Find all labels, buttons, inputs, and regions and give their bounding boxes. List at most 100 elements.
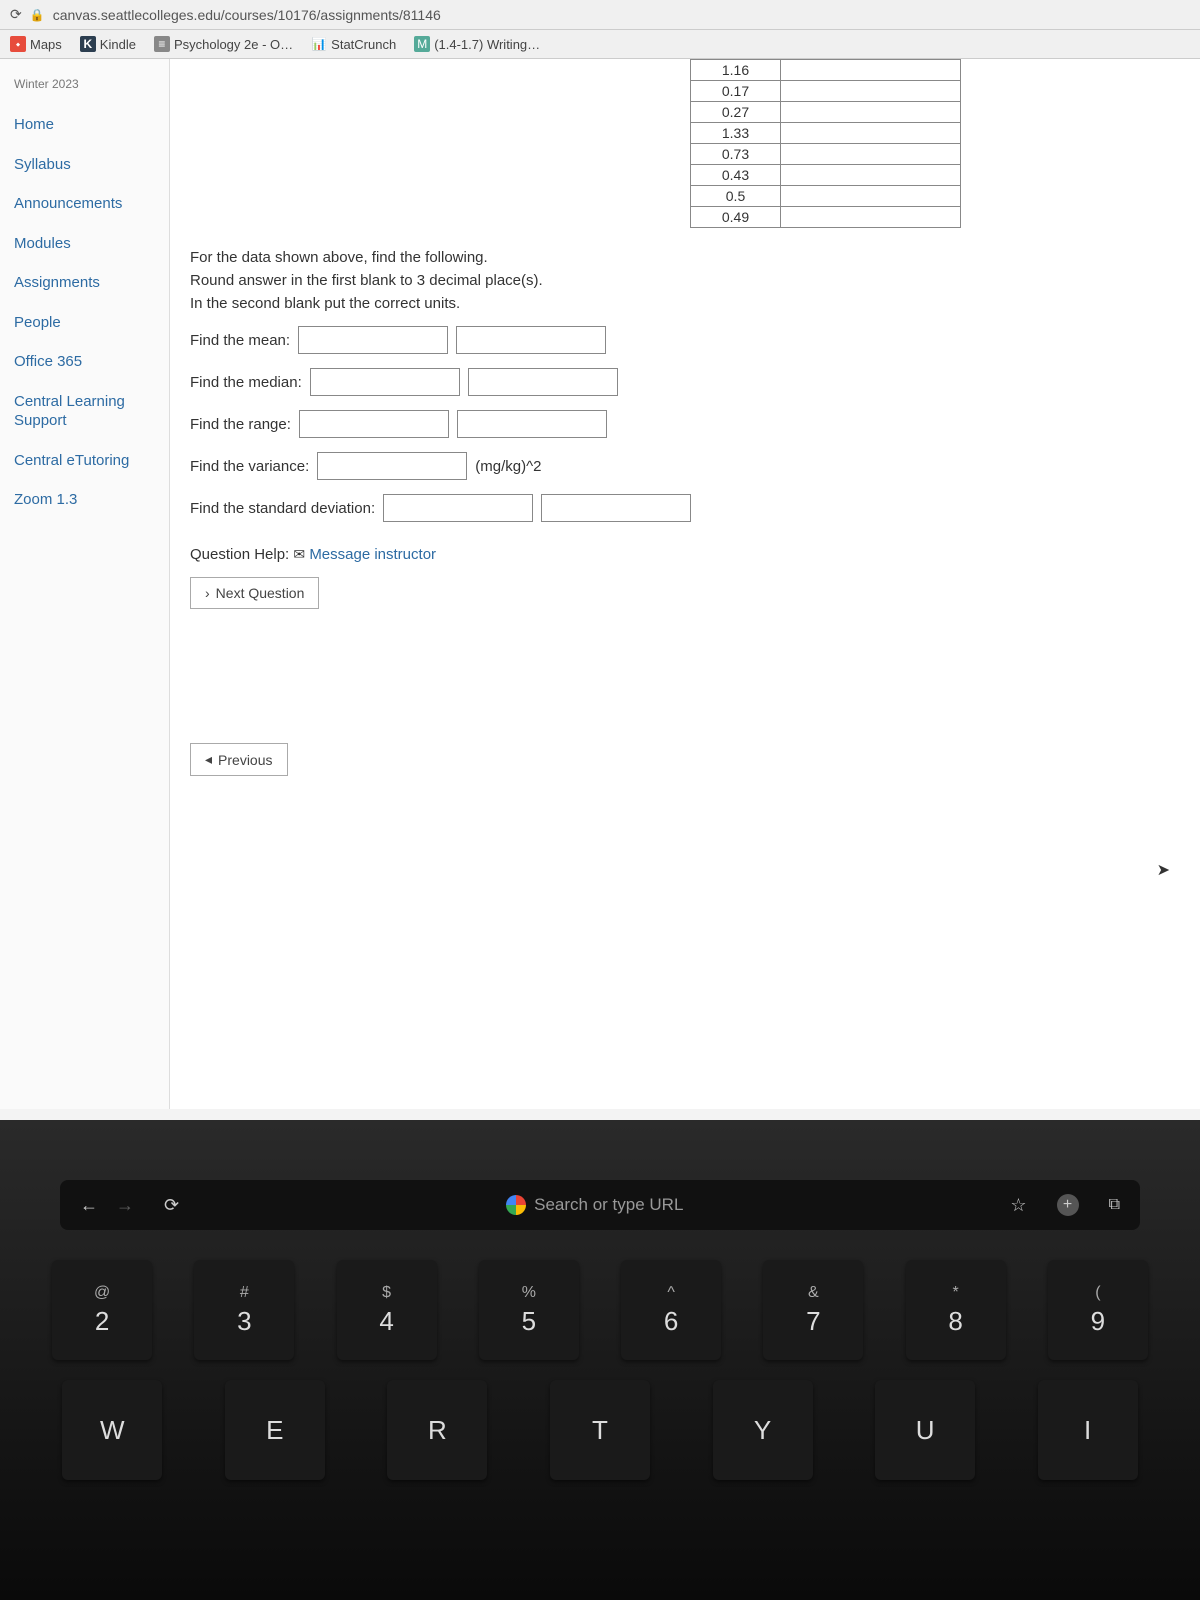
- variance-unit-text: (mg/kg)^2: [475, 458, 541, 475]
- key-8[interactable]: *8: [906, 1260, 1006, 1360]
- key-7[interactable]: &7: [763, 1260, 863, 1360]
- empty-cell: [781, 60, 961, 81]
- key-r[interactable]: R: [387, 1380, 487, 1480]
- lock-icon: 🔒: [30, 8, 45, 22]
- chevron-right-icon: ›: [205, 585, 210, 601]
- median-row: Find the median:: [190, 368, 1180, 396]
- range-unit-input[interactable]: [457, 410, 607, 438]
- mean-row: Find the mean:: [190, 326, 1180, 354]
- data-cell: 0.49: [691, 207, 781, 228]
- bookmark-label: Psychology 2e - O…: [174, 37, 293, 52]
- mean-unit-input[interactable]: [456, 326, 606, 354]
- empty-cell: [781, 123, 961, 144]
- sidebar-item-home[interactable]: Home: [0, 105, 169, 145]
- next-question-button[interactable]: › Next Question: [190, 577, 319, 609]
- empty-cell: [781, 102, 961, 123]
- sd-row: Find the standard deviation:: [190, 494, 1180, 522]
- star-icon[interactable]: ☆: [1010, 1195, 1026, 1216]
- bookmark-psychology[interactable]: ≡ Psychology 2e - O…: [154, 36, 293, 52]
- instruction-line: In the second blank put the correct unit…: [190, 295, 1180, 312]
- key-w[interactable]: W: [62, 1380, 162, 1480]
- keyboard: @2 #3 $4 %5 ^6 &7 *8 (9 W E R T Y U I: [40, 1260, 1160, 1480]
- term-label: Winter 2023: [0, 71, 169, 105]
- empty-cell: [781, 144, 961, 165]
- previous-button[interactable]: ◂ Previous: [190, 743, 288, 776]
- bookmarks-bar: ⬩ Maps K Kindle ≡ Psychology 2e - O… 📊 S…: [0, 30, 1200, 59]
- course-sidebar: Winter 2023 Home Syllabus Announcements …: [0, 59, 170, 1109]
- range-value-input[interactable]: [299, 410, 449, 438]
- chart-icon: 📊: [311, 36, 327, 52]
- median-unit-input[interactable]: [468, 368, 618, 396]
- mean-value-input[interactable]: [298, 326, 448, 354]
- empty-cell: [781, 165, 961, 186]
- key-9[interactable]: (9: [1048, 1260, 1148, 1360]
- empty-cell: [781, 207, 961, 228]
- sidebar-item-people[interactable]: People: [0, 303, 169, 343]
- data-cell: 0.17: [691, 81, 781, 102]
- key-i[interactable]: I: [1038, 1380, 1138, 1480]
- variance-value-input[interactable]: [317, 452, 467, 480]
- empty-cell: [781, 186, 961, 207]
- sd-unit-input[interactable]: [541, 494, 691, 522]
- book-icon: ≡: [154, 36, 170, 52]
- bookmark-label: StatCrunch: [331, 37, 396, 52]
- data-cell: 0.43: [691, 165, 781, 186]
- tab-switcher-icon[interactable]: ⧉: [1109, 1196, 1120, 1214]
- assignment-content: 1.16 0.17 0.27 1.33 0.73 0.43 0.5 0.49 F…: [170, 59, 1200, 1109]
- help-row: Question Help: ✉ Message instructor: [190, 546, 1180, 563]
- sidebar-item-etutoring[interactable]: Central eTutoring: [0, 441, 169, 481]
- data-cell: 0.5: [691, 186, 781, 207]
- key-t[interactable]: T: [550, 1380, 650, 1480]
- key-3[interactable]: #3: [194, 1260, 294, 1360]
- bookmark-maps[interactable]: ⬩ Maps: [10, 36, 62, 52]
- range-label: Find the range:: [190, 416, 291, 433]
- key-6[interactable]: ^6: [621, 1260, 721, 1360]
- data-cell: 0.73: [691, 144, 781, 165]
- variance-label: Find the variance:: [190, 458, 309, 475]
- laptop-bezel: ← → ⟳ Search or type URL ☆ + ⧉ @2 #3 $4 …: [0, 1120, 1200, 1600]
- key-2[interactable]: @2: [52, 1260, 152, 1360]
- median-label: Find the median:: [190, 374, 302, 391]
- refresh-icon[interactable]: ⟳: [10, 6, 22, 23]
- sidebar-item-central-learning[interactable]: Central Learning Support: [0, 382, 169, 441]
- bookmark-writing[interactable]: M (1.4-1.7) Writing…: [414, 36, 540, 52]
- prev-button-label: Previous: [218, 752, 272, 768]
- key-e[interactable]: E: [225, 1380, 325, 1480]
- sidebar-item-zoom[interactable]: Zoom 1.3: [0, 480, 169, 520]
- sidebar-item-office365[interactable]: Office 365: [0, 342, 169, 382]
- question-body: For the data shown above, find the follo…: [190, 249, 1180, 776]
- bookmark-label: Kindle: [100, 37, 136, 52]
- sidebar-item-assignments[interactable]: Assignments: [0, 263, 169, 303]
- google-icon: [506, 1195, 526, 1215]
- sidebar-item-announcements[interactable]: Announcements: [0, 184, 169, 224]
- cursor-icon: ➤: [1157, 860, 1170, 880]
- url-text[interactable]: canvas.seattlecolleges.edu/courses/10176…: [53, 7, 441, 23]
- help-label: Question Help:: [190, 546, 289, 563]
- canvas-page: Winter 2023 Home Syllabus Announcements …: [0, 59, 1200, 1109]
- key-u[interactable]: U: [875, 1380, 975, 1480]
- key-y[interactable]: Y: [713, 1380, 813, 1480]
- forward-icon[interactable]: →: [116, 1195, 134, 1216]
- bookmark-kindle[interactable]: K Kindle: [80, 36, 136, 52]
- doc-icon: M: [414, 36, 430, 52]
- key-4[interactable]: $4: [337, 1260, 437, 1360]
- bookmark-statcrunch[interactable]: 📊 StatCrunch: [311, 36, 396, 52]
- variance-row: Find the variance: (mg/kg)^2: [190, 452, 1180, 480]
- bookmark-label: (1.4-1.7) Writing…: [434, 37, 540, 52]
- new-tab-icon[interactable]: +: [1057, 1194, 1079, 1216]
- browser-url-bar: ⟳ 🔒 canvas.seattlecolleges.edu/courses/1…: [0, 0, 1200, 30]
- message-instructor-link[interactable]: Message instructor: [309, 546, 436, 563]
- touchbar-search[interactable]: Search or type URL: [209, 1195, 980, 1215]
- sidebar-item-modules[interactable]: Modules: [0, 224, 169, 264]
- back-icon[interactable]: ←: [80, 1195, 98, 1216]
- search-placeholder: Search or type URL: [534, 1195, 683, 1215]
- sd-value-input[interactable]: [383, 494, 533, 522]
- data-cell: 1.16: [691, 60, 781, 81]
- median-value-input[interactable]: [310, 368, 460, 396]
- data-table: 1.16 0.17 0.27 1.33 0.73 0.43 0.5 0.49: [690, 59, 961, 228]
- key-5[interactable]: %5: [479, 1260, 579, 1360]
- reload-icon[interactable]: ⟳: [164, 1195, 179, 1216]
- kindle-icon: K: [80, 36, 96, 52]
- sidebar-item-syllabus[interactable]: Syllabus: [0, 145, 169, 185]
- data-cell: 1.33: [691, 123, 781, 144]
